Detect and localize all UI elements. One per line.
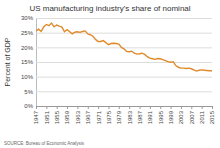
source: SOURCE: Bureau of Economic Analysis — [4, 141, 85, 146]
x-tick-label: 1991 — [147, 110, 153, 124]
x-tick-label: 1947 — [33, 110, 39, 124]
y-tick: 15% — [21, 59, 212, 65]
y-tick: 25% — [21, 30, 212, 36]
x-tick: 2003 — [178, 106, 184, 124]
x-tick-label: 1979 — [116, 110, 122, 124]
x-tick-label: 2003 — [178, 110, 184, 124]
x-tick-mark — [119, 106, 120, 109]
y-grid-line — [36, 33, 212, 34]
y-tick: 30% — [21, 15, 212, 21]
x-tick-mark — [212, 106, 213, 109]
y-tick-label: 30% — [21, 15, 34, 21]
x-tick-label: 1951 — [44, 110, 50, 124]
x-tick: 1971 — [96, 106, 102, 124]
x-tick: 1967 — [85, 106, 91, 124]
x-tick-label: 1987 — [137, 110, 143, 124]
x-tick: 1951 — [44, 106, 50, 124]
x-tick: 1979 — [116, 106, 122, 124]
x-tick-label: 1967 — [85, 110, 91, 124]
x-tick-mark — [160, 106, 161, 109]
x-tick: 2011 — [199, 106, 205, 124]
x-axis-line — [37, 107, 213, 110]
x-tick: 1947 — [33, 106, 39, 124]
x-tick-label: 1995 — [158, 110, 164, 124]
y-tick-label: 0% — [24, 103, 33, 109]
x-tick-mark — [108, 106, 109, 109]
x-tick-mark — [140, 106, 141, 109]
title: US manufacturing industry's share of nom… — [29, 4, 190, 13]
x-tick-mark — [46, 106, 47, 109]
x-tick: 1995 — [158, 106, 164, 124]
x-tick: 1999 — [168, 106, 174, 124]
x-tick-mark — [67, 106, 68, 109]
y-grid-line — [36, 91, 212, 92]
x-axis: 1947 1951 1955 1959 1963 1967 1971 1975 1979 1983… — [33, 106, 215, 124]
x-tick: 2007 — [189, 106, 195, 124]
y-tick-label: 5% — [24, 89, 33, 95]
y-tick-label: 15% — [21, 59, 34, 65]
y-axis-title: Percent of GDP — [4, 37, 11, 86]
x-tick-label: 1983 — [127, 110, 133, 124]
x-tick-label: 1999 — [168, 110, 174, 124]
x-tick-mark — [129, 106, 130, 109]
marks — [36, 23, 212, 71]
chart: US manufacturing industry's share of nom… — [0, 0, 220, 148]
x-tick-mark — [88, 106, 89, 109]
y-grid-line — [36, 77, 212, 78]
x-tick-label: 2011 — [199, 110, 205, 124]
x-tick: 1975 — [106, 106, 112, 124]
x-tick-label: 1959 — [64, 110, 70, 124]
x-tick: 1955 — [54, 106, 60, 124]
x-tick-mark — [36, 106, 37, 109]
plot: 0%5%10%15%20%25%30%194719511955195919631… — [21, 15, 215, 124]
y-tick-label: 10% — [21, 74, 34, 80]
x-tick-label: 1955 — [54, 110, 60, 124]
x-tick: 2015 — [209, 106, 215, 124]
x-tick: 1959 — [64, 106, 70, 124]
x-tick-mark — [150, 106, 151, 109]
y-grid-line — [36, 62, 212, 63]
line — [36, 23, 212, 71]
x-tick-mark — [98, 106, 99, 109]
y-tick: 10% — [21, 74, 212, 80]
x-tick: 1991 — [147, 106, 153, 124]
x-tick-mark — [181, 106, 182, 109]
x-tick-label: 2015 — [209, 110, 215, 124]
x-tick-label: 1975 — [106, 110, 112, 124]
x-tick-mark — [77, 106, 78, 109]
x-tick: 1987 — [137, 106, 143, 124]
y-axis-line — [37, 19, 213, 107]
x-tick-label: 1963 — [75, 110, 81, 124]
x-tick-mark — [57, 106, 58, 109]
y-tick: 20% — [21, 45, 212, 51]
y-tick-label: 25% — [21, 30, 34, 36]
x-tick: 1963 — [75, 106, 81, 124]
x-tick-label: 1971 — [96, 110, 102, 124]
x-tick-mark — [171, 106, 172, 109]
x-tick-mark — [202, 106, 203, 109]
y-axis: 0% 5% 10% 15% 20% 25% 30% — [21, 15, 212, 109]
x-tick: 1983 — [127, 106, 133, 124]
y-tick-label: 20% — [21, 45, 34, 51]
x-tick-mark — [191, 106, 192, 109]
x-tick-label: 2007 — [189, 110, 195, 124]
y-tick: 5% — [24, 89, 212, 95]
y-tick: 0% — [24, 103, 212, 109]
y-grid-line — [36, 18, 212, 19]
